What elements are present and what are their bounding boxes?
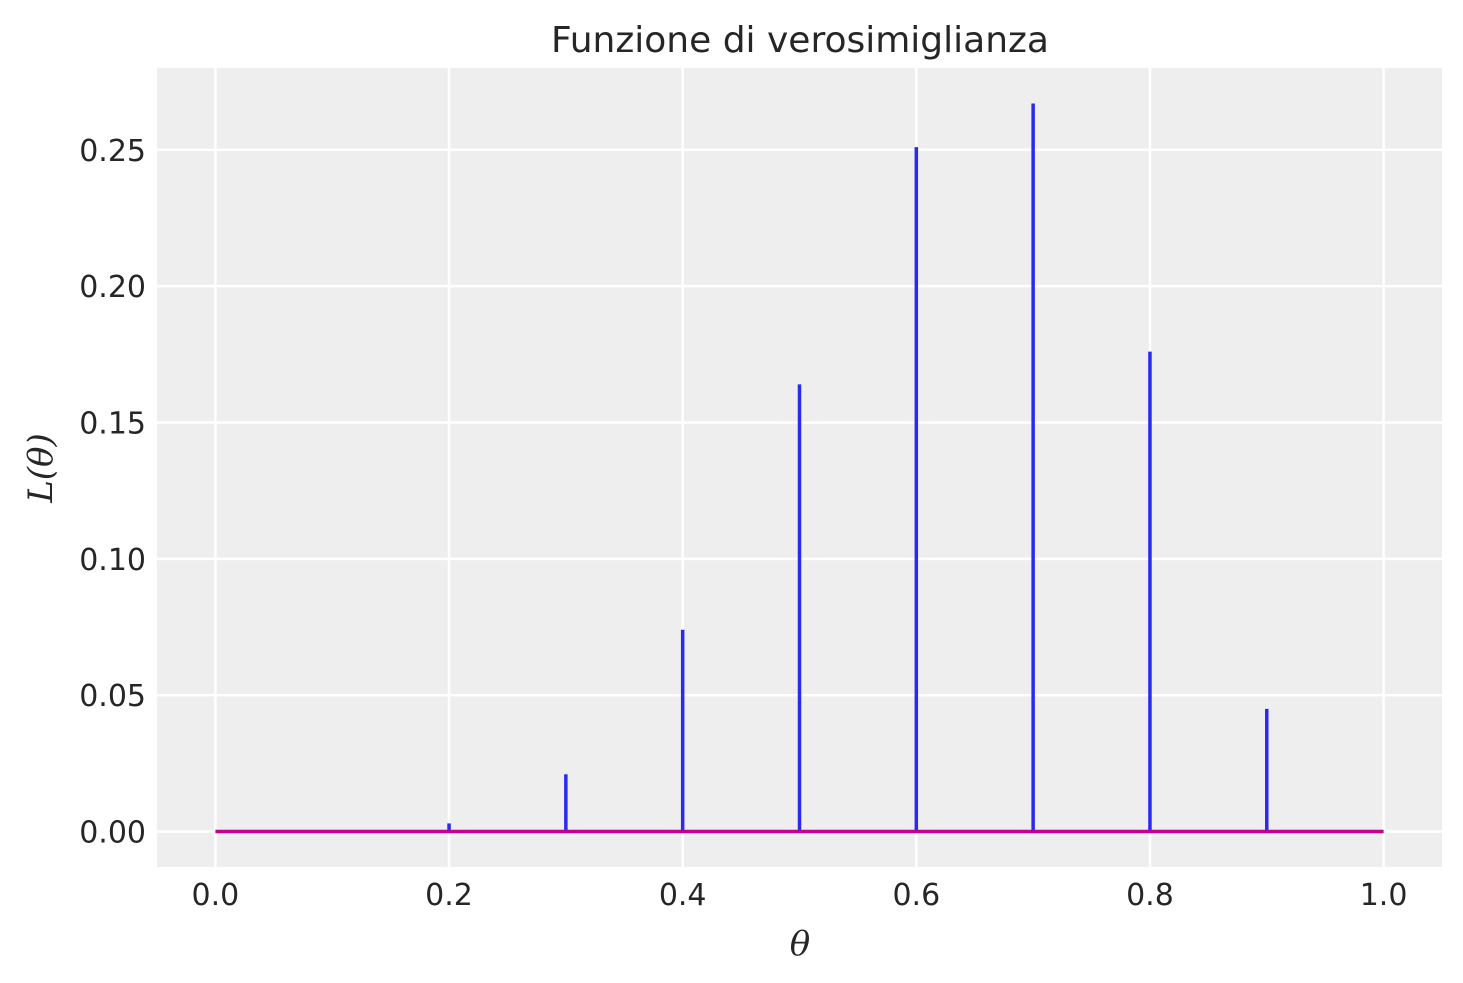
stem-series bbox=[447, 103, 1269, 832]
x-tick-label: 0.6 bbox=[892, 878, 940, 913]
y-tick-labels: 0.00 0.05 0.10 0.15 0.20 0.25 bbox=[79, 134, 146, 851]
x-tick-label: 0.0 bbox=[192, 878, 240, 913]
y-axis-label: L(θ) bbox=[21, 433, 61, 504]
y-tick-label: 0.00 bbox=[79, 816, 146, 851]
x-tick-label: 1.0 bbox=[1360, 878, 1408, 913]
y-tick-label: 0.15 bbox=[79, 407, 146, 442]
y-tick-label: 0.25 bbox=[79, 134, 146, 169]
x-tick-labels: 0.0 0.2 0.4 0.6 0.8 1.0 bbox=[192, 878, 1408, 913]
x-axis-label: θ bbox=[790, 924, 810, 964]
y-tick-label: 0.20 bbox=[79, 270, 146, 305]
y-tick-label: 0.10 bbox=[79, 543, 146, 578]
x-tick-label: 0.8 bbox=[1126, 878, 1174, 913]
y-tick-label: 0.05 bbox=[79, 679, 146, 714]
x-tick-label: 0.2 bbox=[425, 878, 473, 913]
x-tick-label: 0.4 bbox=[659, 878, 707, 913]
chart-title: Funzione di verosimiglianza bbox=[551, 20, 1049, 61]
